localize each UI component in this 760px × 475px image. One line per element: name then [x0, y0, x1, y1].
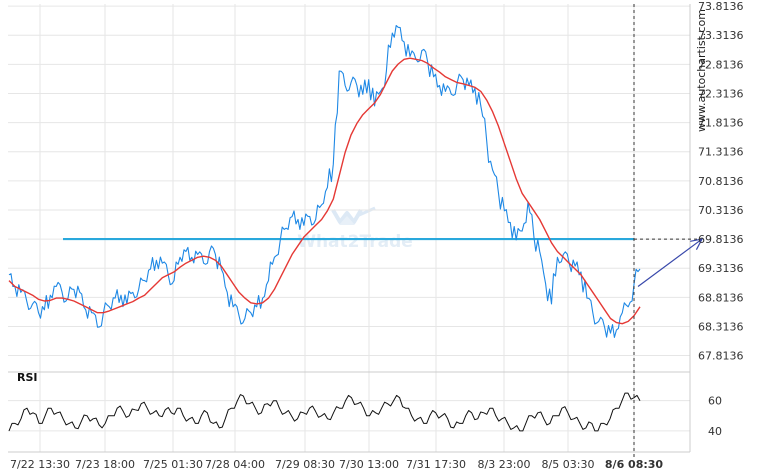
- price-y-tick-label: 72.8136: [698, 58, 744, 71]
- forecast-arrow-head: [690, 238, 704, 250]
- price-y-tick-label: 67.8136: [698, 350, 744, 363]
- time-tick-label: 7/25 01:30: [143, 458, 203, 471]
- watermark-text: www.autochartist.com: [695, 9, 708, 132]
- price-y-tick-label: 71.3136: [698, 146, 744, 159]
- time-tick-label: 8/3 23:00: [478, 458, 531, 471]
- price-y-tick-label: 69.3136: [698, 262, 744, 275]
- time-tick-label: 8/6 08:30: [605, 458, 664, 471]
- rsi-panel-label: RSI: [17, 371, 38, 384]
- what2trade-logo-text: What2Trade: [297, 232, 413, 252]
- time-tick-label: 7/30 13:00: [339, 458, 399, 471]
- time-tick-label: 7/23 18:00: [75, 458, 135, 471]
- rsi-y-tick-label: 60: [708, 395, 722, 408]
- price-line: [8, 24, 641, 338]
- what2trade-logo: [331, 206, 376, 225]
- time-tick-label: 8/5 03:30: [542, 458, 595, 471]
- price-y-tick-label: 72.3136: [698, 87, 744, 100]
- price-y-tick-label: 73.8136: [698, 0, 744, 13]
- chart-axes: 73.8136 73.3136 72.8136 72.3136 71.8136 71.31…: [10, 0, 743, 471]
- moving-average-line: [8, 57, 641, 325]
- forecast-arrow-line: [637, 238, 703, 287]
- time-tick-label: 7/29 08:30: [275, 458, 335, 471]
- rsi-line: [8, 392, 641, 432]
- chart-grid: [8, 4, 691, 453]
- time-tick-label: 7/31 17:30: [406, 458, 466, 471]
- time-tick-label: 7/28 04:00: [205, 458, 265, 471]
- price-plot: [8, 4, 704, 458]
- price-y-tick-label: 68.8136: [698, 291, 744, 304]
- rsi-plot: [8, 392, 641, 432]
- price-y-tick-label: 70.8136: [698, 175, 744, 188]
- price-y-tick-label: 70.3136: [698, 204, 744, 217]
- price-y-tick-label: 73.3136: [698, 29, 744, 42]
- rsi-y-tick-label: 40: [708, 425, 722, 438]
- price-y-tick-label: 71.8136: [698, 117, 744, 130]
- price-y-tick-label: 69.8136: [698, 233, 744, 246]
- time-tick-label: 7/22 13:30: [10, 458, 70, 471]
- price-y-tick-label: 68.3136: [698, 320, 744, 333]
